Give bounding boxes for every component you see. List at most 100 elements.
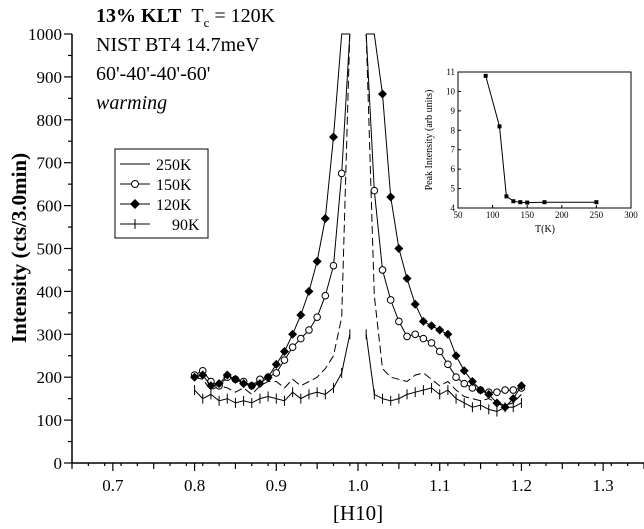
point-120k [427,321,437,331]
inset-y-label: Peak Intensity (arb units) [424,90,435,191]
inset-x-tick-label: 300 [624,210,638,220]
sample-name: 13% KLT [96,5,182,27]
point-150k [280,356,289,364]
point-120k [214,379,224,389]
point-120k [222,370,232,380]
inset-ticks: 50 100 150 200 250 300 4 5 6 7 8 9 10 11 [446,67,638,220]
annotation-line4: warming [96,92,167,114]
inset-y-tick-label: 11 [446,67,455,77]
x-axis-label: [H10] [333,501,383,525]
point-120k [190,372,200,382]
series-layer [190,33,526,417]
legend: 250K 150K 120K 90K [114,148,209,239]
annotation: 13% KLT Tc = 120K NIST BT4 14.7meV 60'-40… [96,5,276,114]
point-120k [451,351,461,361]
point-150k [272,369,281,377]
legend-label-120k: 120K [156,197,192,214]
inset-x-tick-label: 100 [486,210,500,220]
inset-series [483,73,599,205]
legend-entry-90k: 90K [120,217,200,234]
series-line-120k-right [366,33,522,408]
series-250k [194,33,522,406]
point-120k [394,244,404,253]
x-tick-label: 1.0 [347,476,368,495]
y-ticks: 0 100 200 300 400 500 600 700 800 900 1000 [28,25,72,473]
point-150k [509,386,518,394]
x-tick-label: 0.9 [266,476,287,495]
tc-symbol: T [191,5,203,27]
point-120k [492,398,502,408]
legend-label-250k: 250K [156,157,192,174]
inset-point [518,200,523,205]
inset-point [504,194,509,199]
inset-y-tick-label: 6 [451,164,456,174]
y-tick-label: 0 [54,454,63,473]
point-150k [297,334,305,343]
inset-x-tick-label: 50 [454,210,464,220]
tc-subscript: c [204,15,210,30]
point-120k [476,385,486,395]
point-120k [279,346,289,356]
inset-point [594,200,599,205]
legend-marker-150k [131,180,139,188]
point-120k [443,329,453,339]
inset-y-tick-label: 9 [451,106,456,116]
point-150k [493,388,501,397]
inset-y-tick-label: 7 [451,145,456,155]
inset-x-tick-label: 250 [590,210,604,220]
point-150k [337,169,346,178]
point-120k [386,192,396,202]
point-120k [320,213,330,223]
annotation-line3: 60'-40'-40'-60' [96,63,210,85]
inset-frame [457,71,632,209]
series-90k [194,329,522,417]
point-120k [296,310,306,320]
y-axis-label: Intensity (cts/3.0min) [7,153,31,343]
inset-y-tick-label: 4 [451,203,456,213]
legend-entry-150k: 150K [120,177,192,194]
tc-value: = 120K [209,5,275,27]
point-120k [516,381,526,391]
point-120k [247,381,257,391]
point-120k [418,316,428,326]
point-150k [395,317,403,326]
inset-point [483,73,488,78]
legend-label-90k: 90K [172,217,200,234]
y-tick-label: 1000 [28,25,62,44]
inset-x-tick-label: 150 [520,210,534,220]
point-150k [427,339,436,347]
point-120k [467,376,477,386]
y-tick-label: 400 [37,282,63,301]
legend-entry-250k: 250K [120,157,192,174]
y-tick-label: 700 [37,154,63,173]
inset-point [525,200,530,205]
point-120k [508,394,518,404]
series-line-90k-right [365,334,522,413]
point-150k [386,296,395,304]
legend-entry-120k: 120K [120,197,192,214]
point-150k [288,343,297,351]
point-120k [271,359,281,369]
point-120k [206,381,216,391]
x-tick-label: 1.2 [511,476,532,495]
point-120k [255,379,265,389]
y-tick-label: 500 [37,240,63,259]
point-120k [410,299,420,309]
point-150k [313,313,321,321]
point-150k [305,326,313,334]
x-ticks: 0.7 0.8 0.9 1.0 1.1 1.2 1.3 [71,463,644,495]
y-tick-label: 900 [37,68,63,87]
y-tick-label: 800 [37,111,63,130]
point-150k [411,330,420,339]
y-tick-label: 600 [37,197,63,216]
point-120k [435,325,445,335]
point-120k [198,370,208,380]
point-120k [459,366,469,376]
inset-y-tick-label: 10 [446,86,456,96]
point-150k [452,373,460,382]
inset-x-label: T(K) [535,224,555,235]
point-120k [484,389,494,399]
point-150k [435,347,444,356]
point-120k [378,89,388,99]
